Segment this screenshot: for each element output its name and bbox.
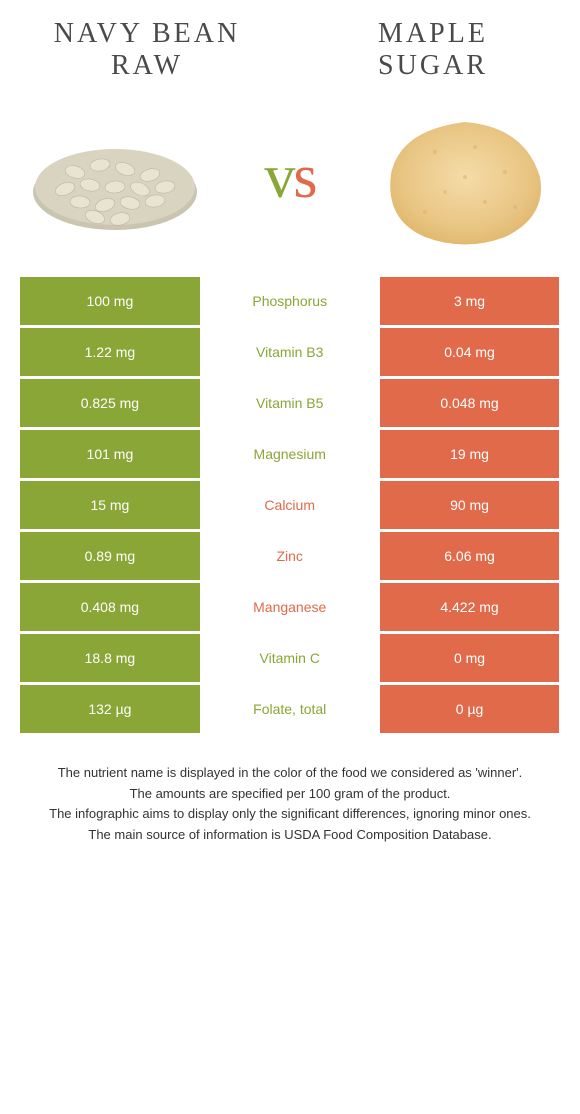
left-food-title: Navy bean raw bbox=[30, 18, 264, 82]
title-line: sugar bbox=[378, 50, 488, 81]
nutrient-row: 18.8 mgVitamin C0 mg bbox=[20, 634, 560, 682]
footer-line: The main source of information is USDA F… bbox=[20, 825, 560, 845]
footer-line: The nutrient name is displayed in the co… bbox=[20, 763, 560, 783]
header: Navy bean raw Maple sugar bbox=[0, 0, 580, 92]
left-value: 1.22 mg bbox=[20, 328, 200, 376]
images-row: vs bbox=[0, 92, 580, 277]
nutrient-row: 132 µgFolate, total0 µg bbox=[20, 685, 560, 733]
nutrient-table: 100 mgPhosphorus3 mg1.22 mgVitamin B30.0… bbox=[20, 277, 560, 733]
vs-label: vs bbox=[264, 142, 315, 213]
right-value: 0 mg bbox=[380, 634, 560, 682]
right-value: 19 mg bbox=[380, 430, 560, 478]
nutrient-name: Vitamin B5 bbox=[200, 379, 380, 427]
nutrient-row: 0.408 mgManganese4.422 mg bbox=[20, 583, 560, 631]
maple-sugar-image bbox=[370, 102, 560, 252]
left-value: 15 mg bbox=[20, 481, 200, 529]
nutrient-name: Vitamin B3 bbox=[200, 328, 380, 376]
vs-s: s bbox=[293, 143, 315, 211]
right-value: 6.06 mg bbox=[380, 532, 560, 580]
right-food-title: Maple sugar bbox=[316, 18, 550, 82]
left-value: 18.8 mg bbox=[20, 634, 200, 682]
nutrient-name: Vitamin C bbox=[200, 634, 380, 682]
left-value: 0.825 mg bbox=[20, 379, 200, 427]
footer-line: The infographic aims to display only the… bbox=[20, 804, 560, 824]
nutrient-row: 0.89 mgZinc6.06 mg bbox=[20, 532, 560, 580]
right-value: 3 mg bbox=[380, 277, 560, 325]
right-value: 4.422 mg bbox=[380, 583, 560, 631]
title-line: Maple bbox=[378, 18, 488, 49]
nutrient-name: Magnesium bbox=[200, 430, 380, 478]
nutrient-row: 100 mgPhosphorus3 mg bbox=[20, 277, 560, 325]
title-line: Navy bean bbox=[54, 18, 240, 49]
navy-bean-image bbox=[20, 102, 210, 252]
nutrient-name: Phosphorus bbox=[200, 277, 380, 325]
right-value: 0.048 mg bbox=[380, 379, 560, 427]
footer-notes: The nutrient name is displayed in the co… bbox=[20, 763, 560, 844]
nutrient-row: 15 mgCalcium90 mg bbox=[20, 481, 560, 529]
right-value: 0 µg bbox=[380, 685, 560, 733]
left-value: 101 mg bbox=[20, 430, 200, 478]
nutrient-name: Zinc bbox=[200, 532, 380, 580]
left-value: 132 µg bbox=[20, 685, 200, 733]
nutrient-name: Calcium bbox=[200, 481, 380, 529]
left-value: 0.89 mg bbox=[20, 532, 200, 580]
nutrient-row: 0.825 mgVitamin B50.048 mg bbox=[20, 379, 560, 427]
nutrient-row: 101 mgMagnesium19 mg bbox=[20, 430, 560, 478]
left-value: 100 mg bbox=[20, 277, 200, 325]
nutrient-name: Folate, total bbox=[200, 685, 380, 733]
right-value: 0.04 mg bbox=[380, 328, 560, 376]
vs-v: v bbox=[264, 143, 293, 211]
right-value: 90 mg bbox=[380, 481, 560, 529]
left-value: 0.408 mg bbox=[20, 583, 200, 631]
nutrient-name: Manganese bbox=[200, 583, 380, 631]
nutrient-row: 1.22 mgVitamin B30.04 mg bbox=[20, 328, 560, 376]
title-line: raw bbox=[111, 50, 183, 81]
footer-line: The amounts are specified per 100 gram o… bbox=[20, 784, 560, 804]
